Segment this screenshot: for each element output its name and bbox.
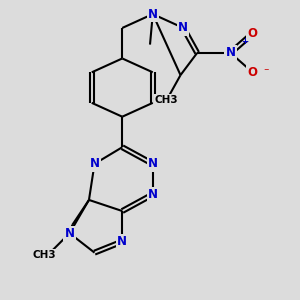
Text: N: N (225, 46, 236, 59)
Text: N: N (89, 158, 100, 170)
Text: CH3: CH3 (155, 95, 178, 105)
Text: CH3: CH3 (33, 250, 56, 260)
Text: N: N (117, 235, 127, 248)
Text: O: O (248, 66, 258, 79)
Text: ⁻: ⁻ (264, 67, 269, 77)
Text: N: N (64, 227, 75, 240)
Text: N: N (148, 8, 158, 21)
Text: +: + (241, 37, 248, 46)
Text: N: N (148, 188, 158, 201)
Text: N: N (148, 158, 158, 170)
Text: O: O (248, 27, 258, 40)
Text: O: O (248, 66, 258, 79)
Text: N: N (178, 21, 188, 34)
